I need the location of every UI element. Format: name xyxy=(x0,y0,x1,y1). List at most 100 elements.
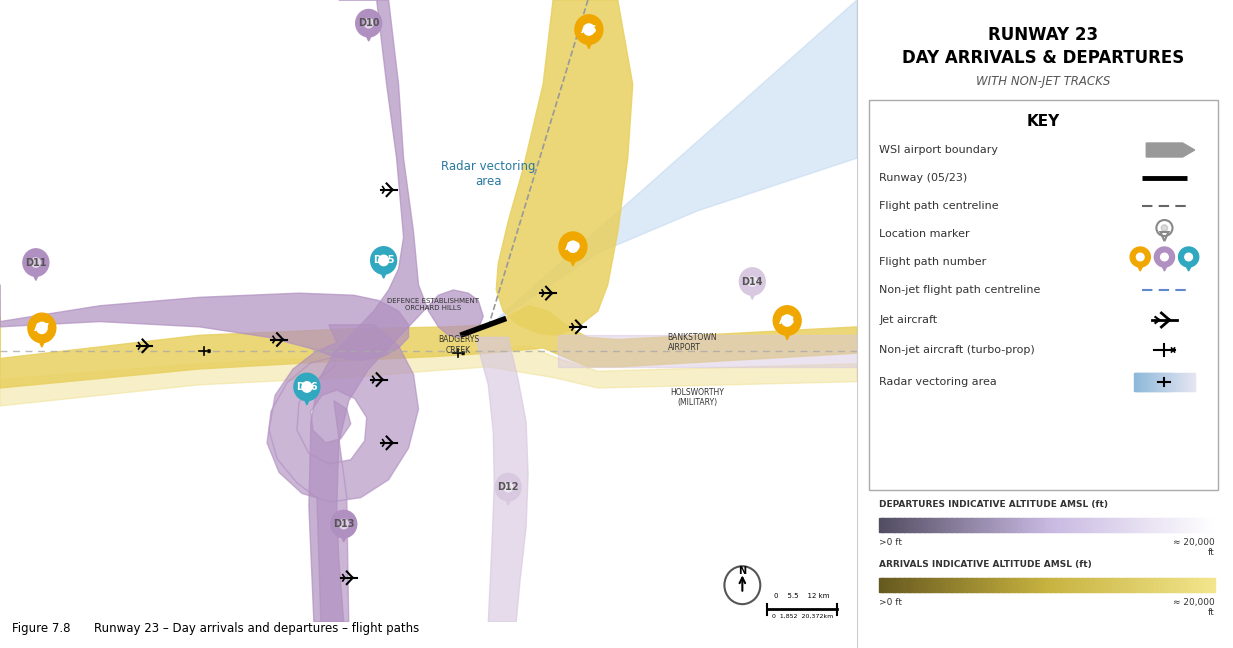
Bar xyxy=(911,518,912,532)
Bar xyxy=(906,518,907,532)
Text: ≈ 20,000
ft: ≈ 20,000 ft xyxy=(1173,538,1215,557)
Bar xyxy=(983,518,985,532)
Bar xyxy=(1122,578,1124,592)
Bar xyxy=(883,518,884,532)
Bar xyxy=(894,518,896,532)
Circle shape xyxy=(1160,253,1169,260)
Polygon shape xyxy=(309,0,483,622)
Bar xyxy=(1084,578,1086,592)
Bar xyxy=(986,578,989,592)
Bar xyxy=(1205,518,1207,532)
Bar xyxy=(1088,578,1089,592)
Bar xyxy=(1091,578,1092,592)
Bar xyxy=(1171,518,1173,532)
Bar xyxy=(1175,373,1178,391)
Bar xyxy=(962,518,963,532)
Bar xyxy=(1104,518,1106,532)
Bar xyxy=(1010,578,1012,592)
Bar xyxy=(1138,578,1139,592)
Bar xyxy=(1009,518,1010,532)
Polygon shape xyxy=(0,306,857,388)
Text: Radar vectoring
area: Radar vectoring area xyxy=(441,160,535,188)
Bar xyxy=(973,578,975,592)
Bar xyxy=(896,578,898,592)
Bar xyxy=(1107,578,1110,592)
Bar xyxy=(1069,518,1070,532)
Bar xyxy=(888,518,889,532)
Polygon shape xyxy=(337,526,351,542)
Text: Location marker: Location marker xyxy=(879,229,969,239)
Polygon shape xyxy=(361,25,376,41)
Bar xyxy=(930,578,931,592)
Bar xyxy=(893,578,894,592)
Bar xyxy=(1084,518,1086,532)
Bar xyxy=(1206,518,1208,532)
Bar xyxy=(1096,578,1097,592)
Polygon shape xyxy=(565,249,581,266)
Bar xyxy=(1041,518,1042,532)
Bar xyxy=(970,518,972,532)
Bar xyxy=(927,578,930,592)
Bar xyxy=(1154,578,1157,592)
Circle shape xyxy=(747,277,757,286)
Bar xyxy=(1083,518,1084,532)
Polygon shape xyxy=(1134,260,1145,271)
Bar xyxy=(952,578,953,592)
Bar xyxy=(1070,518,1073,532)
Bar xyxy=(1055,518,1058,532)
Bar xyxy=(1141,518,1143,532)
Bar xyxy=(1139,578,1142,592)
Bar xyxy=(889,578,891,592)
Bar xyxy=(915,578,916,592)
Bar xyxy=(1126,518,1128,532)
Bar xyxy=(1078,518,1079,532)
Bar xyxy=(1018,518,1021,532)
Bar xyxy=(1054,518,1055,532)
Bar xyxy=(990,518,991,532)
Bar xyxy=(909,518,911,532)
Bar xyxy=(1129,578,1131,592)
Bar xyxy=(1048,578,1051,592)
Bar xyxy=(959,518,962,532)
Bar xyxy=(903,518,905,532)
Text: A7: A7 xyxy=(33,323,51,333)
Bar xyxy=(1163,373,1164,391)
Bar xyxy=(1180,373,1181,391)
Bar xyxy=(1186,518,1189,532)
Bar xyxy=(1144,373,1145,391)
Bar xyxy=(949,518,952,532)
Bar xyxy=(1023,518,1026,532)
Bar xyxy=(1178,518,1180,532)
Bar xyxy=(957,518,958,532)
Bar xyxy=(1200,518,1202,532)
Bar xyxy=(1022,578,1023,592)
Bar xyxy=(1142,373,1144,391)
Bar xyxy=(1195,518,1197,532)
Bar xyxy=(995,518,997,532)
Bar xyxy=(1060,518,1063,532)
Text: DAY ARRIVALS & DEPARTURES: DAY ARRIVALS & DEPARTURES xyxy=(903,49,1185,67)
Bar xyxy=(904,578,906,592)
Polygon shape xyxy=(1184,260,1195,271)
Bar xyxy=(1164,578,1166,592)
Bar xyxy=(980,578,981,592)
Bar xyxy=(1017,578,1018,592)
Bar xyxy=(925,578,926,592)
Bar xyxy=(1006,518,1009,532)
Bar xyxy=(1064,578,1065,592)
Bar xyxy=(1141,578,1143,592)
Circle shape xyxy=(356,10,382,37)
Bar xyxy=(1036,518,1037,532)
Bar xyxy=(1153,373,1154,391)
Bar xyxy=(1143,518,1144,532)
Bar xyxy=(1015,518,1017,532)
Text: ARRIVALS INDICATIVE ALTITUDE AMSL (ft): ARRIVALS INDICATIVE ALTITUDE AMSL (ft) xyxy=(879,561,1092,570)
Bar xyxy=(1157,518,1158,532)
Bar xyxy=(967,518,968,532)
Text: Flight path number: Flight path number xyxy=(879,257,986,267)
Bar xyxy=(935,578,937,592)
Bar xyxy=(1201,518,1203,532)
Bar xyxy=(1004,518,1005,532)
Bar xyxy=(1115,518,1116,532)
Bar xyxy=(1158,518,1160,532)
